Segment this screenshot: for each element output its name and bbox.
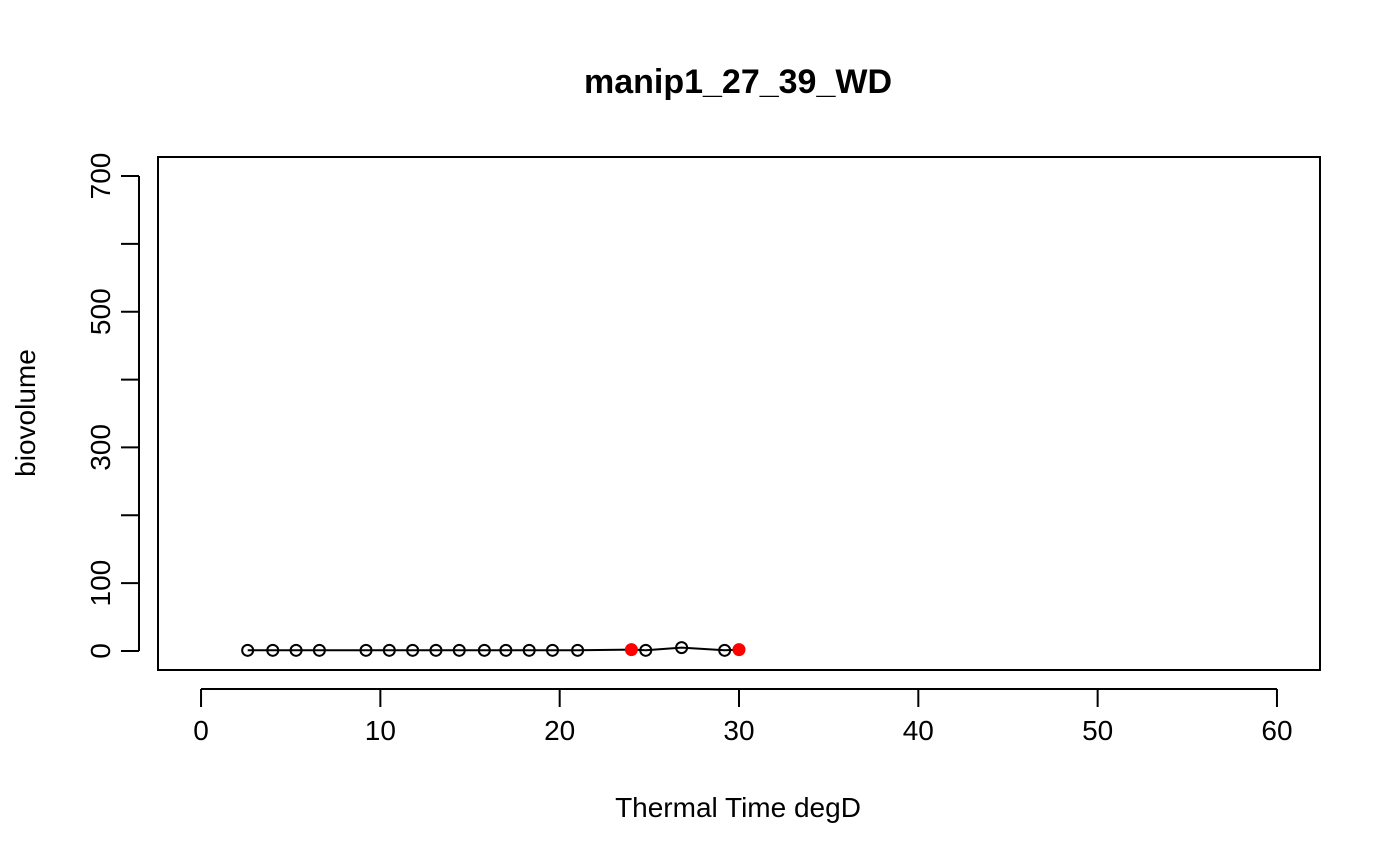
data-point: [499, 643, 513, 657]
data-point: [639, 643, 653, 657]
data-point: [241, 643, 255, 657]
data-point: [429, 643, 443, 657]
x-tick-label: 50: [1082, 715, 1113, 746]
data-point: [289, 643, 303, 657]
data-point: [718, 643, 732, 657]
data-point: [477, 643, 491, 657]
data-point: [359, 643, 373, 657]
y-axis: 0 100 300 500 700: [85, 153, 140, 659]
y-tick-label: 0: [85, 643, 116, 659]
highlighted-data-point: [624, 643, 638, 657]
x-axis: 0 10 20 30 40 50 60: [193, 688, 1293, 746]
data-point: [522, 643, 536, 657]
data-point: [571, 643, 585, 657]
data-series: [241, 641, 746, 657]
y-tick-label: 700: [85, 153, 116, 200]
data-point: [382, 643, 396, 657]
data-point: [312, 643, 326, 657]
data-point: [266, 643, 280, 657]
series-line: [247, 646, 740, 652]
y-tick-label: 300: [85, 424, 116, 471]
x-tick-label: 10: [365, 715, 396, 746]
y-tick-label: 500: [85, 288, 116, 335]
x-axis-label: Thermal Time degD: [615, 792, 861, 823]
data-point: [452, 643, 466, 657]
y-axis-label: biovolume: [10, 349, 41, 477]
highlighted-data-point: [732, 643, 746, 657]
y-tick-label: 100: [85, 560, 116, 607]
x-tick-label: 40: [903, 715, 934, 746]
x-tick-label: 0: [193, 715, 209, 746]
x-tick-label: 30: [723, 715, 754, 746]
data-point: [546, 643, 560, 657]
chart-title: manip1_27_39_WD: [584, 63, 892, 101]
data-point: [675, 641, 689, 655]
data-point: [406, 643, 420, 657]
plot-frame: [157, 156, 1321, 671]
x-tick-label: 60: [1261, 715, 1292, 746]
x-tick-label: 20: [544, 715, 575, 746]
